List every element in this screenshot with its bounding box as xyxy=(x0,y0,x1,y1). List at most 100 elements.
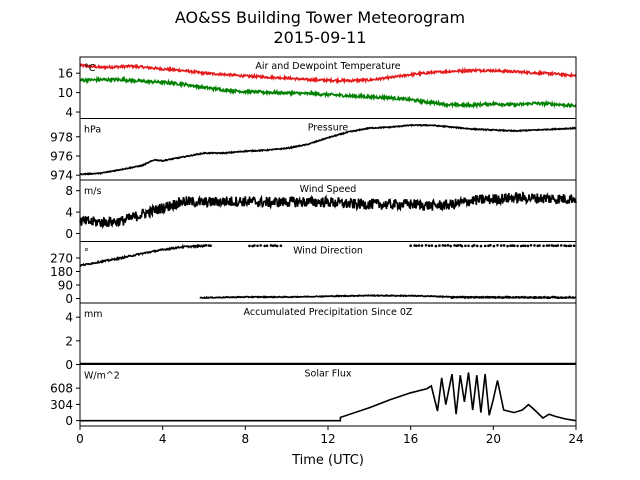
wind_speed-ytick-label: 8 xyxy=(65,184,73,198)
wind_direction-point xyxy=(273,244,277,247)
wind_direction-point xyxy=(534,296,537,299)
solar-ytick-label: 304 xyxy=(50,398,73,412)
wind_direction-point xyxy=(269,244,273,247)
wind_speed-ytick-label: 4 xyxy=(65,206,73,220)
wind_direction-point xyxy=(542,244,545,248)
wind_direction-point xyxy=(204,244,208,247)
pressure-series-0 xyxy=(79,123,577,176)
wind_direction-point xyxy=(560,296,564,300)
x-tick-label: 8 xyxy=(242,432,250,446)
wind_direction-point xyxy=(467,296,470,299)
temperature-unit-label: °C xyxy=(84,63,96,74)
wind_direction-point xyxy=(545,296,549,299)
wind_direction-point xyxy=(524,244,527,248)
wind_direction-point xyxy=(461,295,465,299)
wind_direction-point xyxy=(475,244,479,248)
wind_direction-point xyxy=(489,244,492,247)
wind_direction-point xyxy=(569,244,572,248)
precip-ytick-label: 4 xyxy=(65,311,73,325)
wind_direction-point xyxy=(571,296,575,299)
wind_direction-point xyxy=(565,244,568,248)
wind_direction-point xyxy=(497,295,501,299)
solar-ytick-label: 608 xyxy=(50,382,73,396)
figure-title: AO&SS Building Tower Meteorogram xyxy=(174,8,466,27)
wind_direction-point xyxy=(456,244,460,247)
wind_direction-point xyxy=(263,244,267,248)
wind_direction-point xyxy=(545,244,549,247)
wind_direction-point xyxy=(516,244,519,248)
wind_direction-point xyxy=(446,244,450,247)
precip-unit-label: mm xyxy=(84,309,103,320)
wind_direction-point xyxy=(523,295,526,299)
wind_direction-point xyxy=(560,244,563,247)
wind_direction-point xyxy=(514,295,518,299)
wind_direction-point xyxy=(415,244,418,247)
wind_direction-point xyxy=(209,244,212,247)
wind_direction-point xyxy=(552,244,555,248)
wind_direction-point xyxy=(453,244,456,247)
precip-ytick-label: 0 xyxy=(65,358,73,372)
wind_direction-point xyxy=(491,295,494,299)
wind_direction-point xyxy=(478,296,481,299)
wind_direction-point xyxy=(420,244,424,247)
pressure-ytick-label: 974 xyxy=(50,169,73,183)
wind_direction-point xyxy=(259,244,263,247)
x-tick-label: 0 xyxy=(76,432,84,446)
wind_direction-point xyxy=(533,244,536,247)
wind_direction-point xyxy=(459,295,462,299)
wind_direction-ytick-label: 90 xyxy=(58,279,73,293)
wind_direction-point xyxy=(472,244,476,247)
wind_direction-point xyxy=(499,244,503,247)
wind_direction-point xyxy=(547,244,551,247)
wind_direction-point xyxy=(506,295,510,299)
temperature-series-1 xyxy=(79,75,577,110)
wind_direction-point xyxy=(463,296,467,299)
wind_direction-point xyxy=(265,244,269,248)
wind_direction-point xyxy=(547,296,551,300)
wind_direction-point xyxy=(501,296,505,300)
wind_direction-point xyxy=(529,244,533,247)
wind_direction-point xyxy=(438,244,441,247)
pressure-panel-title: Pressure xyxy=(308,123,349,134)
wind_direction-point xyxy=(496,244,499,247)
wind_direction-point xyxy=(434,244,438,248)
wind_direction-point xyxy=(467,244,470,248)
wind_direction-point xyxy=(452,295,456,299)
wind_direction-point xyxy=(449,244,453,248)
x-tick-label: 16 xyxy=(403,432,418,446)
wind_direction-point xyxy=(509,244,512,247)
wind_direction-point xyxy=(511,296,515,299)
wind_direction-point xyxy=(508,296,512,299)
wind_direction-point xyxy=(486,295,490,299)
wind_speed-unit-label: m/s xyxy=(84,186,101,197)
temperature-ytick-label: 10 xyxy=(58,86,73,100)
pressure-unit-label: hPa xyxy=(84,125,101,136)
pressure-ytick-label: 976 xyxy=(50,149,73,163)
wind_direction-point xyxy=(519,244,523,248)
wind_direction-point xyxy=(572,244,576,247)
wind_direction-point xyxy=(469,295,473,299)
wind_speed-ytick-label: 0 xyxy=(65,227,73,241)
wind_direction-point xyxy=(248,244,251,248)
wind_direction-point xyxy=(513,244,516,247)
wind_direction-point xyxy=(427,244,431,247)
temperature-ytick-label: 16 xyxy=(58,67,73,81)
wind_direction-point xyxy=(279,244,283,247)
wind_direction-point xyxy=(529,295,532,299)
temperature-panel-title: Air and Dewpoint Temperature xyxy=(255,61,400,72)
wind_speed-panel-title: Wind Speed xyxy=(300,184,357,195)
temperature-ytick-label: 4 xyxy=(65,106,73,120)
wind_direction-point xyxy=(475,295,478,299)
wind_direction-point xyxy=(543,295,546,299)
wind_direction-point xyxy=(424,244,428,247)
wind_direction-point xyxy=(464,244,467,248)
wind_direction-point xyxy=(473,296,476,299)
wind_direction-point xyxy=(450,296,454,300)
wind_direction-point xyxy=(568,295,571,299)
wind_direction-point xyxy=(492,244,496,248)
pressure-ytick-label: 978 xyxy=(50,130,73,144)
wind_direction-point xyxy=(504,295,508,299)
wind_speed-series-0 xyxy=(79,191,577,230)
wind_direction-point xyxy=(483,244,487,248)
